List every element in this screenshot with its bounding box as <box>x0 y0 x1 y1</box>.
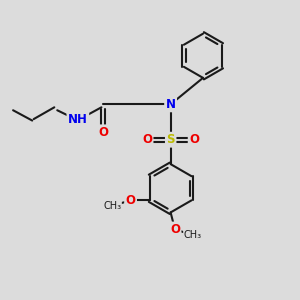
Text: N: N <box>166 98 176 111</box>
Text: O: O <box>126 194 136 207</box>
Text: O: O <box>142 133 152 146</box>
Text: S: S <box>167 133 175 146</box>
Text: CH₃: CH₃ <box>103 201 122 211</box>
Text: NH: NH <box>68 112 88 126</box>
Text: O: O <box>98 126 108 139</box>
Text: O: O <box>170 223 180 236</box>
Text: O: O <box>189 133 199 146</box>
Text: CH₃: CH₃ <box>184 230 202 240</box>
